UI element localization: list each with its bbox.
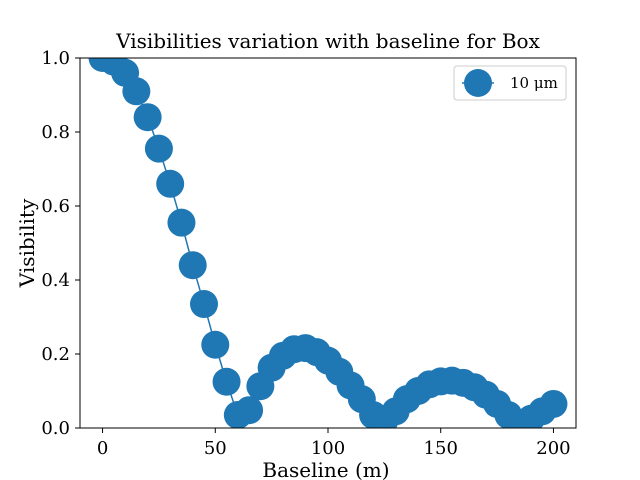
y-axis-ticks: 0.0 0.2 0.4 0.6 0.8 1.0 xyxy=(41,48,80,439)
data-point xyxy=(190,290,218,319)
legend-marker xyxy=(464,69,492,97)
data-point xyxy=(122,77,151,106)
y-tick-label: 1.0 xyxy=(41,48,70,69)
data-point xyxy=(539,389,568,418)
data-point xyxy=(133,103,162,132)
y-tick-label: 0.6 xyxy=(41,196,70,217)
x-axis-ticks: 0 50 100 150 200 xyxy=(97,428,571,459)
series-group xyxy=(88,58,568,428)
x-axis-label: Baseline (m) xyxy=(262,458,389,480)
y-tick-label: 0.4 xyxy=(41,270,70,291)
x-tick-label: 0 xyxy=(97,438,108,459)
data-point xyxy=(167,208,196,237)
y-tick-label: 0.8 xyxy=(41,122,70,143)
chart-title: Visibilities variation with baseline for… xyxy=(115,29,540,53)
plot-layer xyxy=(88,58,568,428)
x-tick-label: 50 xyxy=(204,438,227,459)
data-point xyxy=(212,367,241,396)
legend: 10 μm xyxy=(453,65,567,101)
y-axis-label: Visibility xyxy=(15,198,39,288)
data-point xyxy=(144,134,173,163)
x-tick-label: 100 xyxy=(311,438,345,459)
data-point xyxy=(178,251,207,280)
y-tick-label: 0.2 xyxy=(41,344,70,365)
x-tick-label: 200 xyxy=(536,438,570,459)
data-point xyxy=(156,169,185,198)
x-tick-label: 150 xyxy=(424,438,458,459)
y-tick-label: 0.0 xyxy=(41,418,70,439)
legend-label: 10 μm xyxy=(510,74,558,92)
data-point xyxy=(201,330,230,359)
data-point xyxy=(235,396,264,425)
